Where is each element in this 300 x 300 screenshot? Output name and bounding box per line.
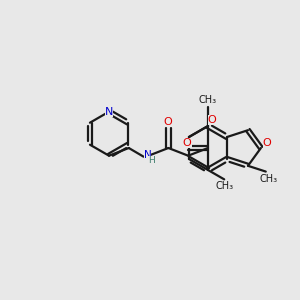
Text: N: N bbox=[144, 150, 152, 160]
Text: CH₃: CH₃ bbox=[199, 95, 217, 105]
Text: O: O bbox=[208, 115, 216, 125]
Text: CH₃: CH₃ bbox=[215, 181, 233, 191]
Text: O: O bbox=[183, 138, 192, 148]
Text: H: H bbox=[148, 156, 155, 165]
Text: O: O bbox=[163, 117, 172, 127]
Text: O: O bbox=[262, 138, 271, 148]
Text: CH₃: CH₃ bbox=[260, 174, 278, 184]
Text: N: N bbox=[105, 107, 113, 117]
